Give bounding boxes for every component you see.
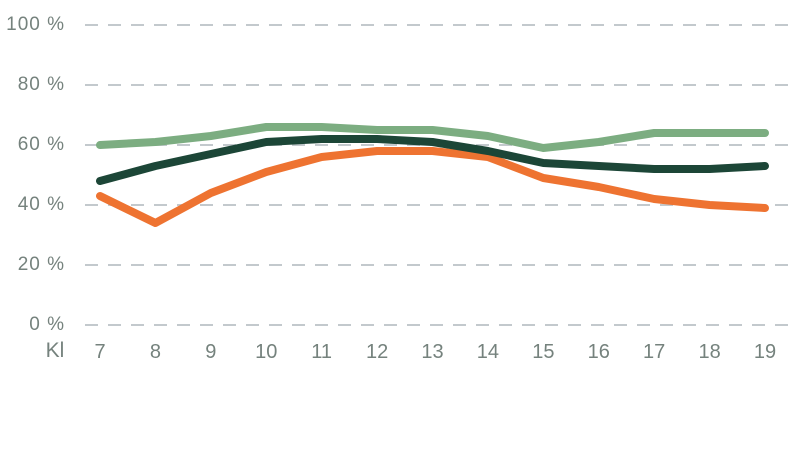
x-tick-label: 17	[643, 341, 666, 363]
series-line-midtby	[96, 147, 769, 227]
series-line-uden-for-midtby	[96, 123, 769, 152]
x-tick-label: 9	[205, 341, 217, 363]
x-tick-label: 13	[421, 341, 444, 363]
chart-svg	[85, 24, 789, 326]
x-tick-label: 12	[365, 341, 389, 363]
x-tick-label: 18	[698, 341, 721, 363]
x-tick-label: 10	[255, 341, 278, 363]
y-tick-label: 20 %	[17, 254, 65, 275]
series-line-hele-analyseområde	[96, 135, 769, 185]
x-tick-label: 7	[94, 341, 106, 363]
x-tick-label: 11	[311, 341, 333, 363]
y-tick-label: 60 %	[17, 134, 65, 155]
x-tick-label: 14	[476, 341, 500, 363]
y-tick-label: 100 %	[6, 14, 65, 35]
x-tick-label: 15	[532, 341, 555, 363]
x-tick-label: 16	[587, 341, 610, 363]
x-tick-label: 8	[149, 341, 161, 363]
x-tick-label: 19	[753, 341, 777, 363]
x-axis-unit-label: Kl	[45, 339, 65, 362]
y-tick-label: 40 %	[17, 194, 65, 215]
y-tick-label: 80 %	[17, 74, 65, 95]
y-tick-label: 0 %	[29, 314, 65, 335]
legend: MidtbyUden for MidtbyHele analyseområde	[0, 398, 800, 473]
